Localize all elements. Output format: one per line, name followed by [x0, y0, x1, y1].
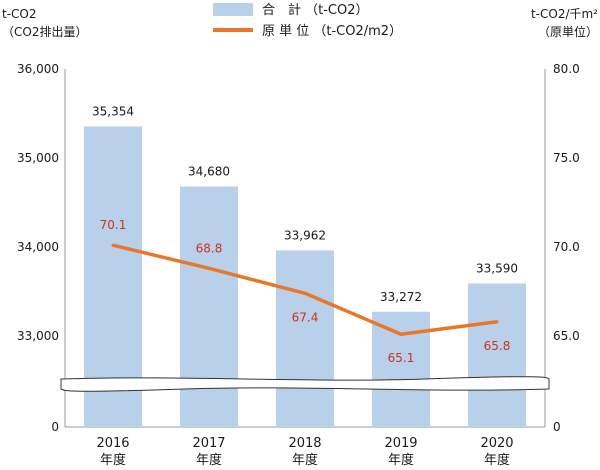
intensity-point [495, 320, 499, 324]
line-value-label: 68.8 [196, 241, 223, 255]
left-tick-label: 35,000 [17, 151, 59, 165]
left-axis-subtitle: （CO2排出量） [2, 25, 87, 39]
line-value-label: 70.1 [100, 218, 127, 232]
bar-2017 [180, 186, 238, 427]
bar-value-label: 33,590 [476, 261, 518, 275]
right-tick-label: 80.0 [553, 62, 580, 76]
bar-2016 [84, 126, 142, 427]
right-tick-label: 75.0 [553, 151, 580, 165]
category-year-label: 2016 [96, 436, 129, 451]
bar-value-label: 33,962 [284, 228, 326, 242]
right-axis-title: t-CO2/千m² [531, 7, 598, 21]
left-tick-label: 0 [51, 420, 59, 434]
category-unit-label: 年度 [100, 452, 126, 468]
legend-label-intensity: 原 単 位 （t-CO2/m2） [262, 23, 402, 39]
line-value-label: 67.4 [292, 310, 319, 324]
category-unit-label: 年度 [292, 452, 318, 468]
left-tick-label: 36,000 [17, 62, 59, 76]
category-year-label: 2020 [480, 436, 513, 451]
category-unit-label: 年度 [484, 452, 510, 468]
left-tick-label: 34,000 [17, 240, 59, 254]
legend-swatch-total [213, 3, 253, 16]
category-year-label: 2018 [288, 436, 321, 451]
line-value-label: 65.8 [484, 339, 511, 353]
left-axis-title: t-CO2 [2, 7, 37, 21]
bar-2019 [372, 311, 430, 427]
right-axis-subtitle: （原単位） [538, 24, 598, 39]
line-value-label: 65.1 [388, 351, 415, 365]
bar-value-label: 34,680 [188, 164, 230, 178]
bar-2020 [468, 283, 526, 427]
category-year-label: 2019 [384, 436, 417, 451]
category-unit-label: 年度 [196, 452, 222, 468]
bar-2018 [276, 250, 334, 427]
intensity-point [207, 266, 211, 270]
axis-break-mark [60, 376, 550, 392]
bar-value-label: 35,354 [92, 104, 134, 118]
intensity-point [399, 332, 403, 336]
right-tick-label: 0 [553, 420, 561, 434]
category-unit-label: 年度 [388, 452, 414, 468]
legend-label-total: 合 計 （t-CO2） [262, 2, 369, 18]
right-tick-label: 70.0 [553, 240, 580, 254]
intensity-point [303, 291, 307, 295]
intensity-point [111, 243, 115, 247]
category-year-label: 2017 [192, 436, 225, 451]
right-tick-label: 65.0 [553, 329, 580, 343]
bar-value-label: 33,272 [380, 290, 422, 304]
left-tick-label: 33,000 [17, 329, 59, 343]
